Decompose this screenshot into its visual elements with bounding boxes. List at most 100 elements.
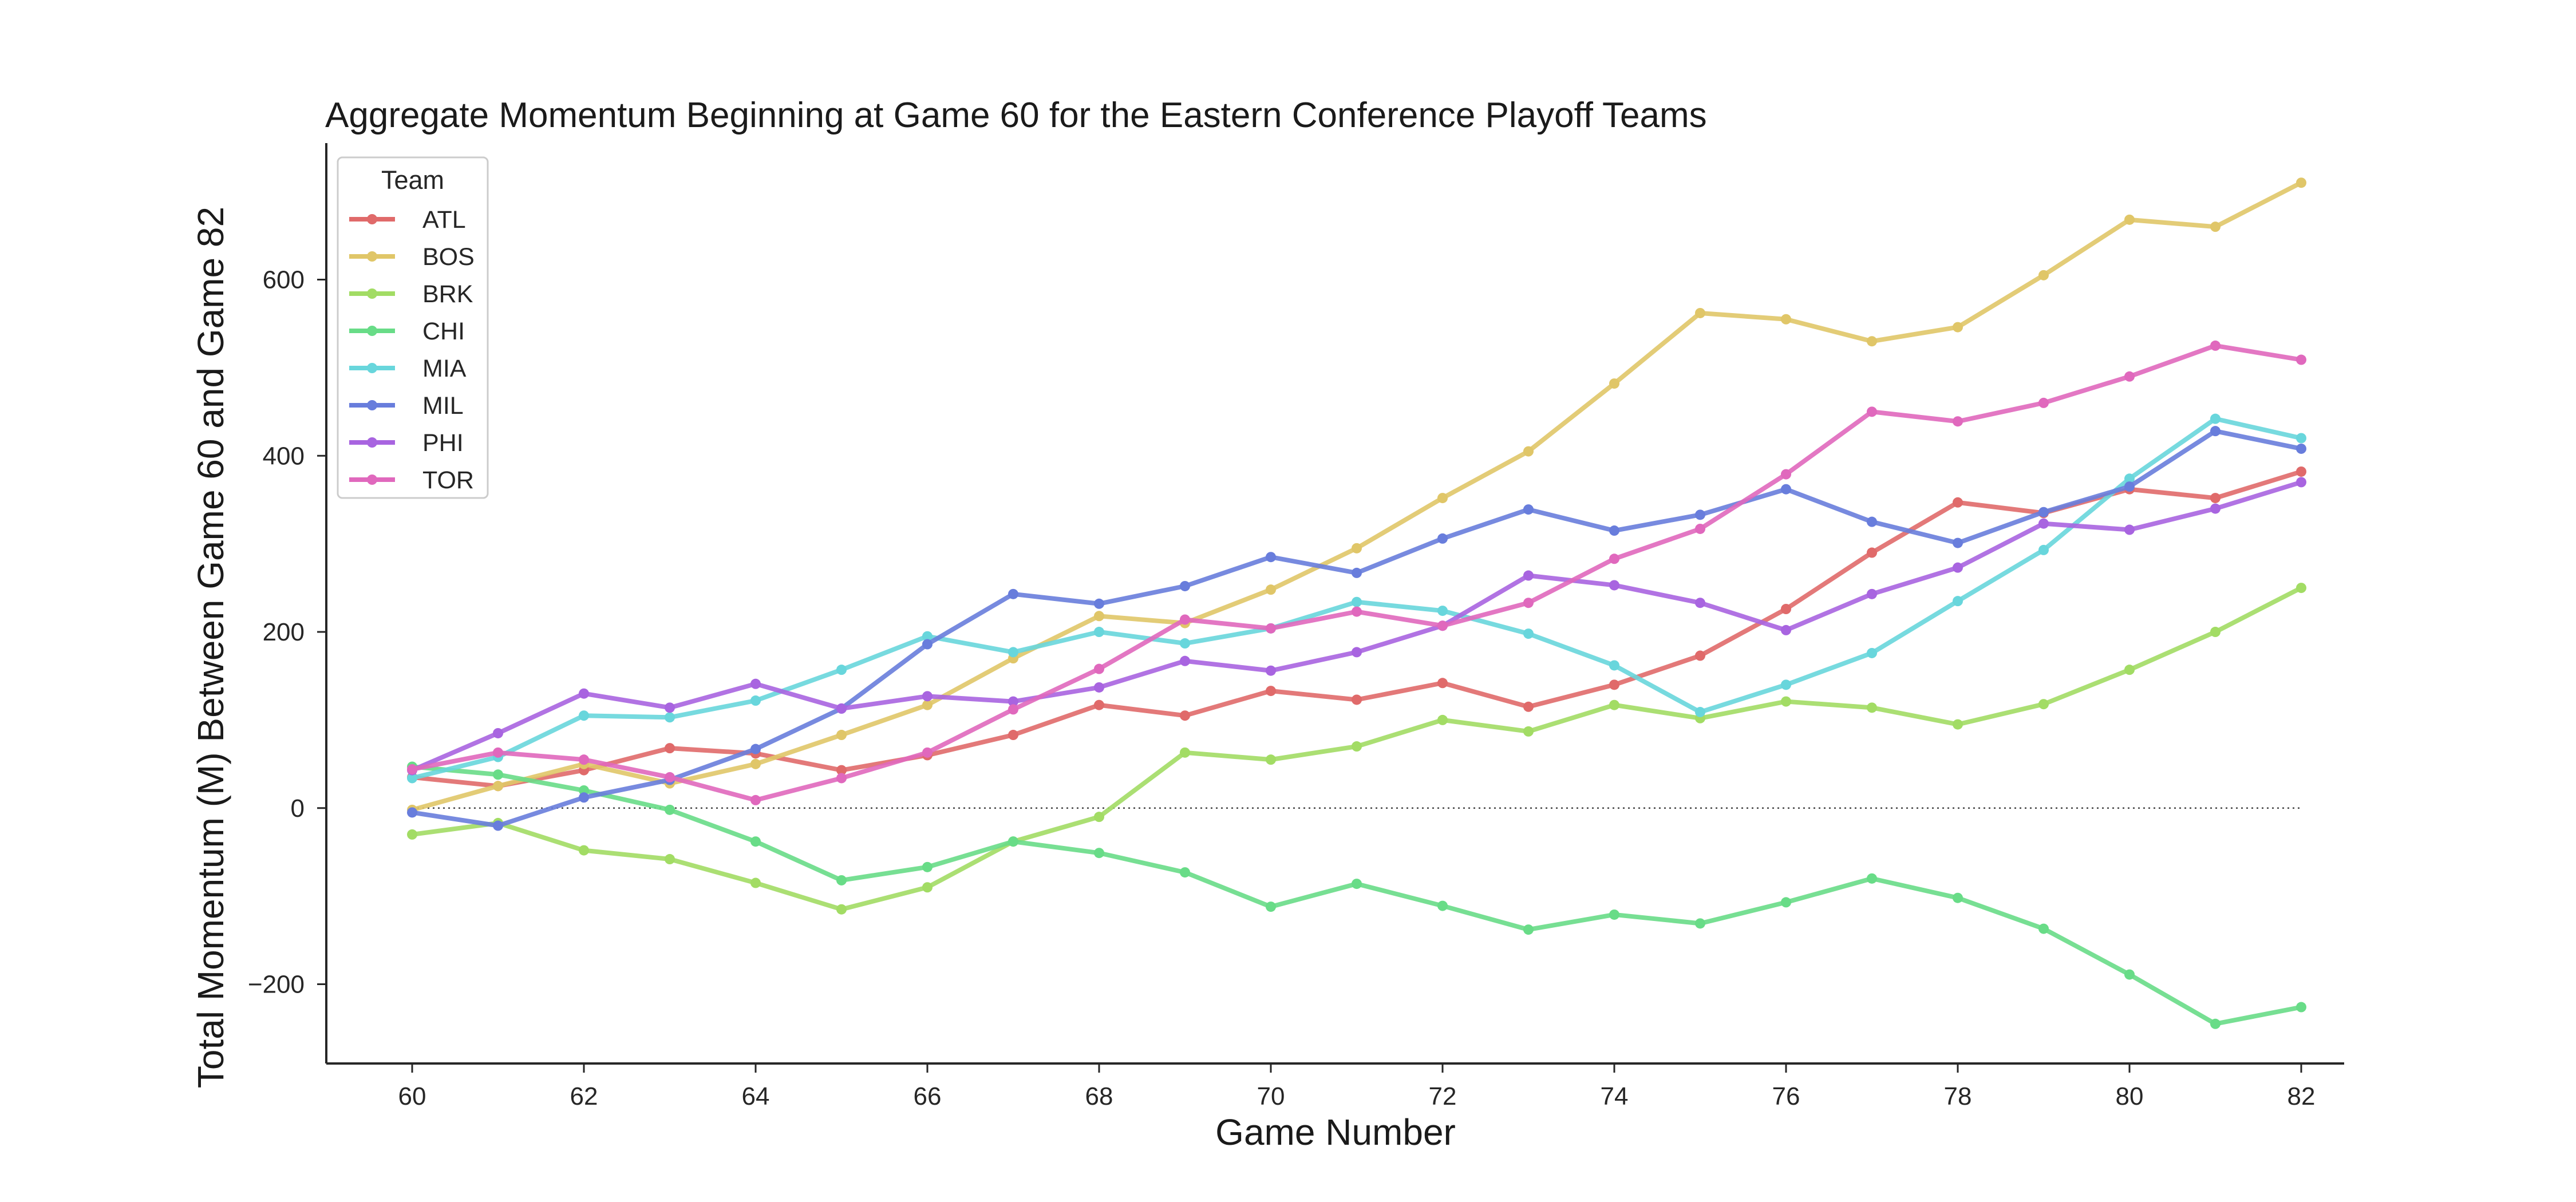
data-point-tor <box>2124 371 2135 382</box>
data-point-brk <box>922 882 933 893</box>
data-point-chi <box>1437 900 1448 911</box>
data-point-bos <box>1523 446 1534 457</box>
data-point-atl <box>1437 678 1448 689</box>
data-point-atl <box>1867 547 1877 558</box>
data-point-phi <box>836 703 847 714</box>
data-point-atl <box>836 765 847 776</box>
data-point-tor <box>579 754 589 765</box>
legend-item-mia: MIA <box>349 355 467 382</box>
data-point-chi <box>1094 848 1104 859</box>
legend-swatch-marker <box>367 475 377 485</box>
series-mil <box>407 426 2306 831</box>
data-point-phi <box>2124 524 2135 535</box>
legend-label: MIL <box>422 392 464 420</box>
data-point-chi <box>2124 969 2135 980</box>
x-tick-label: 72 <box>1429 1082 1457 1110</box>
data-point-phi <box>1352 647 1362 658</box>
data-point-mil <box>493 820 503 831</box>
data-point-mia <box>836 665 847 675</box>
legend-swatch-marker <box>367 400 377 410</box>
y-tick-label: 400 <box>263 442 305 470</box>
data-point-phi <box>750 678 761 689</box>
data-point-tor <box>1437 620 1448 631</box>
data-point-brk <box>1094 812 1104 823</box>
legend-label: TOR <box>422 466 474 494</box>
data-point-chi <box>1352 879 1362 889</box>
data-point-chi <box>836 875 847 885</box>
data-point-tor <box>1695 523 1705 534</box>
legend-label: BOS <box>422 243 475 271</box>
data-point-brk <box>1609 699 1619 710</box>
data-point-tor <box>1352 606 1362 617</box>
data-point-tor <box>665 772 675 782</box>
data-point-phi <box>922 691 933 702</box>
data-point-phi <box>1523 570 1534 581</box>
data-point-mia <box>1008 647 1018 658</box>
data-point-tor <box>1094 663 1104 674</box>
legend: Team ATL BOS BRK CHI MIA MIL PHI TOR <box>337 156 489 499</box>
data-point-phi <box>2296 477 2306 488</box>
data-point-mil <box>1008 588 1018 599</box>
x-tick-label: 70 <box>1257 1082 1285 1110</box>
data-point-chi <box>1180 867 1190 878</box>
data-point-mia <box>1867 647 1877 658</box>
data-point-bos <box>836 730 847 741</box>
data-point-phi <box>1781 624 1791 635</box>
data-point-phi <box>579 688 589 699</box>
data-point-bos <box>1953 322 1963 333</box>
data-point-brk <box>836 904 847 915</box>
data-point-tor <box>750 794 761 805</box>
data-point-bos <box>1266 584 1276 595</box>
data-point-phi <box>1609 580 1619 591</box>
data-point-mia <box>1695 707 1705 718</box>
data-point-mia <box>2038 544 2049 555</box>
legend-label: PHI <box>422 429 464 457</box>
data-point-brk <box>2210 627 2221 638</box>
data-point-atl <box>1008 730 1018 741</box>
series-tor <box>407 340 2306 805</box>
data-point-mil <box>2124 481 2135 492</box>
data-point-atl <box>1523 701 1534 712</box>
series-bos <box>407 177 2306 815</box>
legend-label: CHI <box>422 318 465 345</box>
y-axis-label: Total Momentum (M) Between Game 60 and G… <box>190 207 231 1088</box>
data-point-mil <box>1266 552 1276 563</box>
data-point-brk <box>750 877 761 888</box>
data-point-bos <box>1781 314 1791 325</box>
data-point-tor <box>1867 406 1877 417</box>
data-point-mia <box>1094 627 1104 638</box>
data-point-chi <box>1523 924 1534 935</box>
data-point-chi <box>1609 909 1619 920</box>
data-point-tor <box>836 773 847 784</box>
data-point-mia <box>1352 596 1362 607</box>
data-point-phi <box>1867 588 1877 599</box>
data-point-brk <box>1523 726 1534 737</box>
series-mia <box>407 413 2306 784</box>
x-tick-label: 74 <box>1601 1082 1629 1110</box>
chart-title: Aggregate Momentum Beginning at Game 60 … <box>325 96 1707 135</box>
data-point-bos <box>2296 177 2306 188</box>
data-point-tor <box>1008 704 1018 715</box>
series-line-phi <box>410 480 2304 773</box>
data-point-bos <box>1437 493 1448 504</box>
x-axis: 60 62 64 66 68 70 72 74 76 78 80 82 <box>326 1062 2344 1110</box>
data-point-brk <box>665 854 675 865</box>
x-tick-label: 66 <box>914 1082 942 1110</box>
legend-swatch-marker <box>367 437 377 448</box>
data-point-mil <box>750 744 761 754</box>
data-point-chi <box>1867 873 1877 884</box>
data-point-brk <box>1781 696 1791 707</box>
x-tick-label: 62 <box>570 1082 598 1110</box>
data-point-bos <box>2038 270 2049 280</box>
data-point-bos <box>922 699 933 710</box>
legend-label: MIA <box>422 355 467 382</box>
data-point-brk <box>2038 699 2049 710</box>
data-point-mia <box>407 773 417 784</box>
data-point-mil <box>922 639 933 650</box>
data-point-mil <box>2296 443 2306 454</box>
data-point-mia <box>1523 628 1534 639</box>
data-point-phi <box>2210 503 2221 514</box>
data-point-atl <box>2296 466 2306 477</box>
data-point-bos <box>1352 543 1362 553</box>
